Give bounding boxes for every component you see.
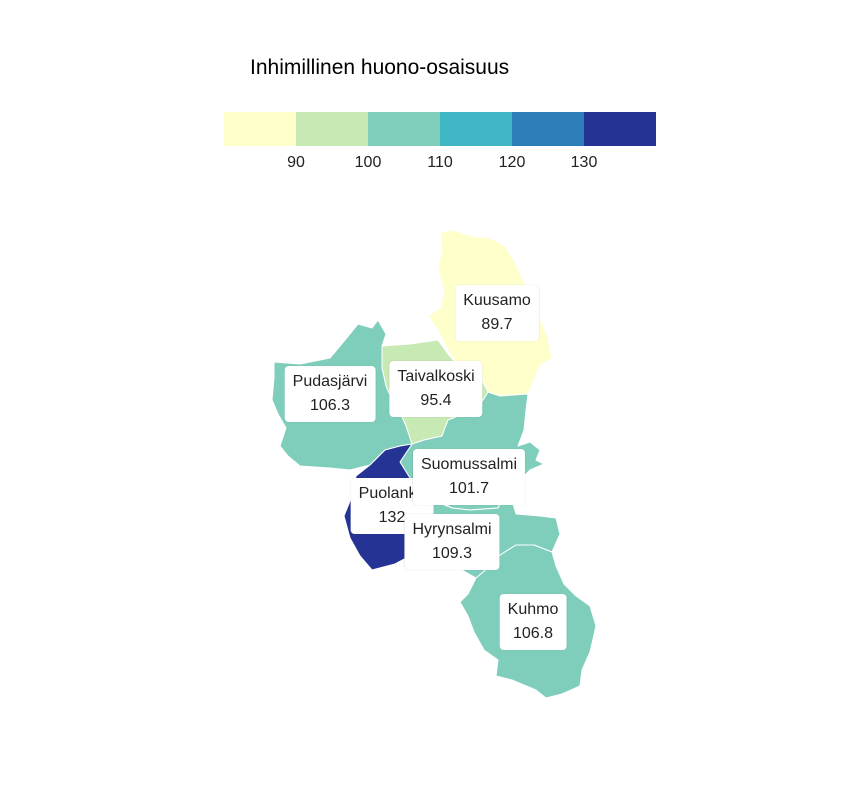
region-value: 132	[378, 509, 406, 526]
region-label-pudasjarvi: Pudasjärvi 106.3	[284, 366, 376, 422]
region-label-kuhmo: Kuhmo 106.8	[499, 594, 567, 650]
region-name: Taivalkoski	[397, 368, 475, 385]
legend-swatch	[296, 112, 368, 146]
region-value: 89.7	[481, 316, 513, 333]
legend-swatch	[584, 112, 656, 146]
region-label-kuusamo: Kuusamo 89.7	[455, 285, 539, 341]
legend-tick: 110	[427, 154, 453, 171]
legend-swatch	[440, 112, 512, 146]
color-legend	[224, 112, 656, 146]
region-name: Puolanka	[358, 485, 426, 502]
legend-tick: 100	[354, 154, 382, 171]
legend-tick: 90	[287, 154, 305, 171]
legend-tick: 120	[498, 154, 526, 171]
region-name: Kuhmo	[507, 601, 559, 618]
region-label-suomussalmi: Suomussalmi 101.7	[412, 449, 526, 505]
region-value: 109.3	[431, 545, 473, 562]
legend-swatch	[512, 112, 584, 146]
legend-swatch	[224, 112, 296, 146]
region-name: Hyrynsalmi	[412, 521, 492, 538]
legend-title: Inhimillinen huono-osaisuus	[250, 56, 510, 79]
region-value: 95.4	[420, 392, 452, 409]
region-value: 106.3	[309, 397, 351, 414]
region-name: Suomussalmi	[420, 456, 518, 473]
region-value: 101.7	[448, 480, 490, 497]
legend-tick: 130	[570, 154, 598, 171]
region-name: Kuusamo	[463, 292, 531, 309]
region-name: Pudasjärvi	[292, 373, 368, 390]
region-label-taivalkoski: Taivalkoski 95.4	[389, 361, 483, 417]
region-value: 106.8	[512, 625, 554, 642]
region-label-hyrynsalmi: Hyrynsalmi 109.3	[404, 514, 500, 570]
legend-swatch	[368, 112, 440, 146]
